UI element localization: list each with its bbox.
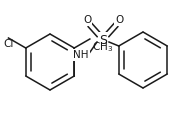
Text: O: O <box>115 15 123 25</box>
Text: Cl: Cl <box>3 39 14 49</box>
Text: S: S <box>99 34 107 46</box>
Text: CH$_3$: CH$_3$ <box>92 40 113 54</box>
Text: NH: NH <box>73 50 89 60</box>
Text: O: O <box>83 15 91 25</box>
